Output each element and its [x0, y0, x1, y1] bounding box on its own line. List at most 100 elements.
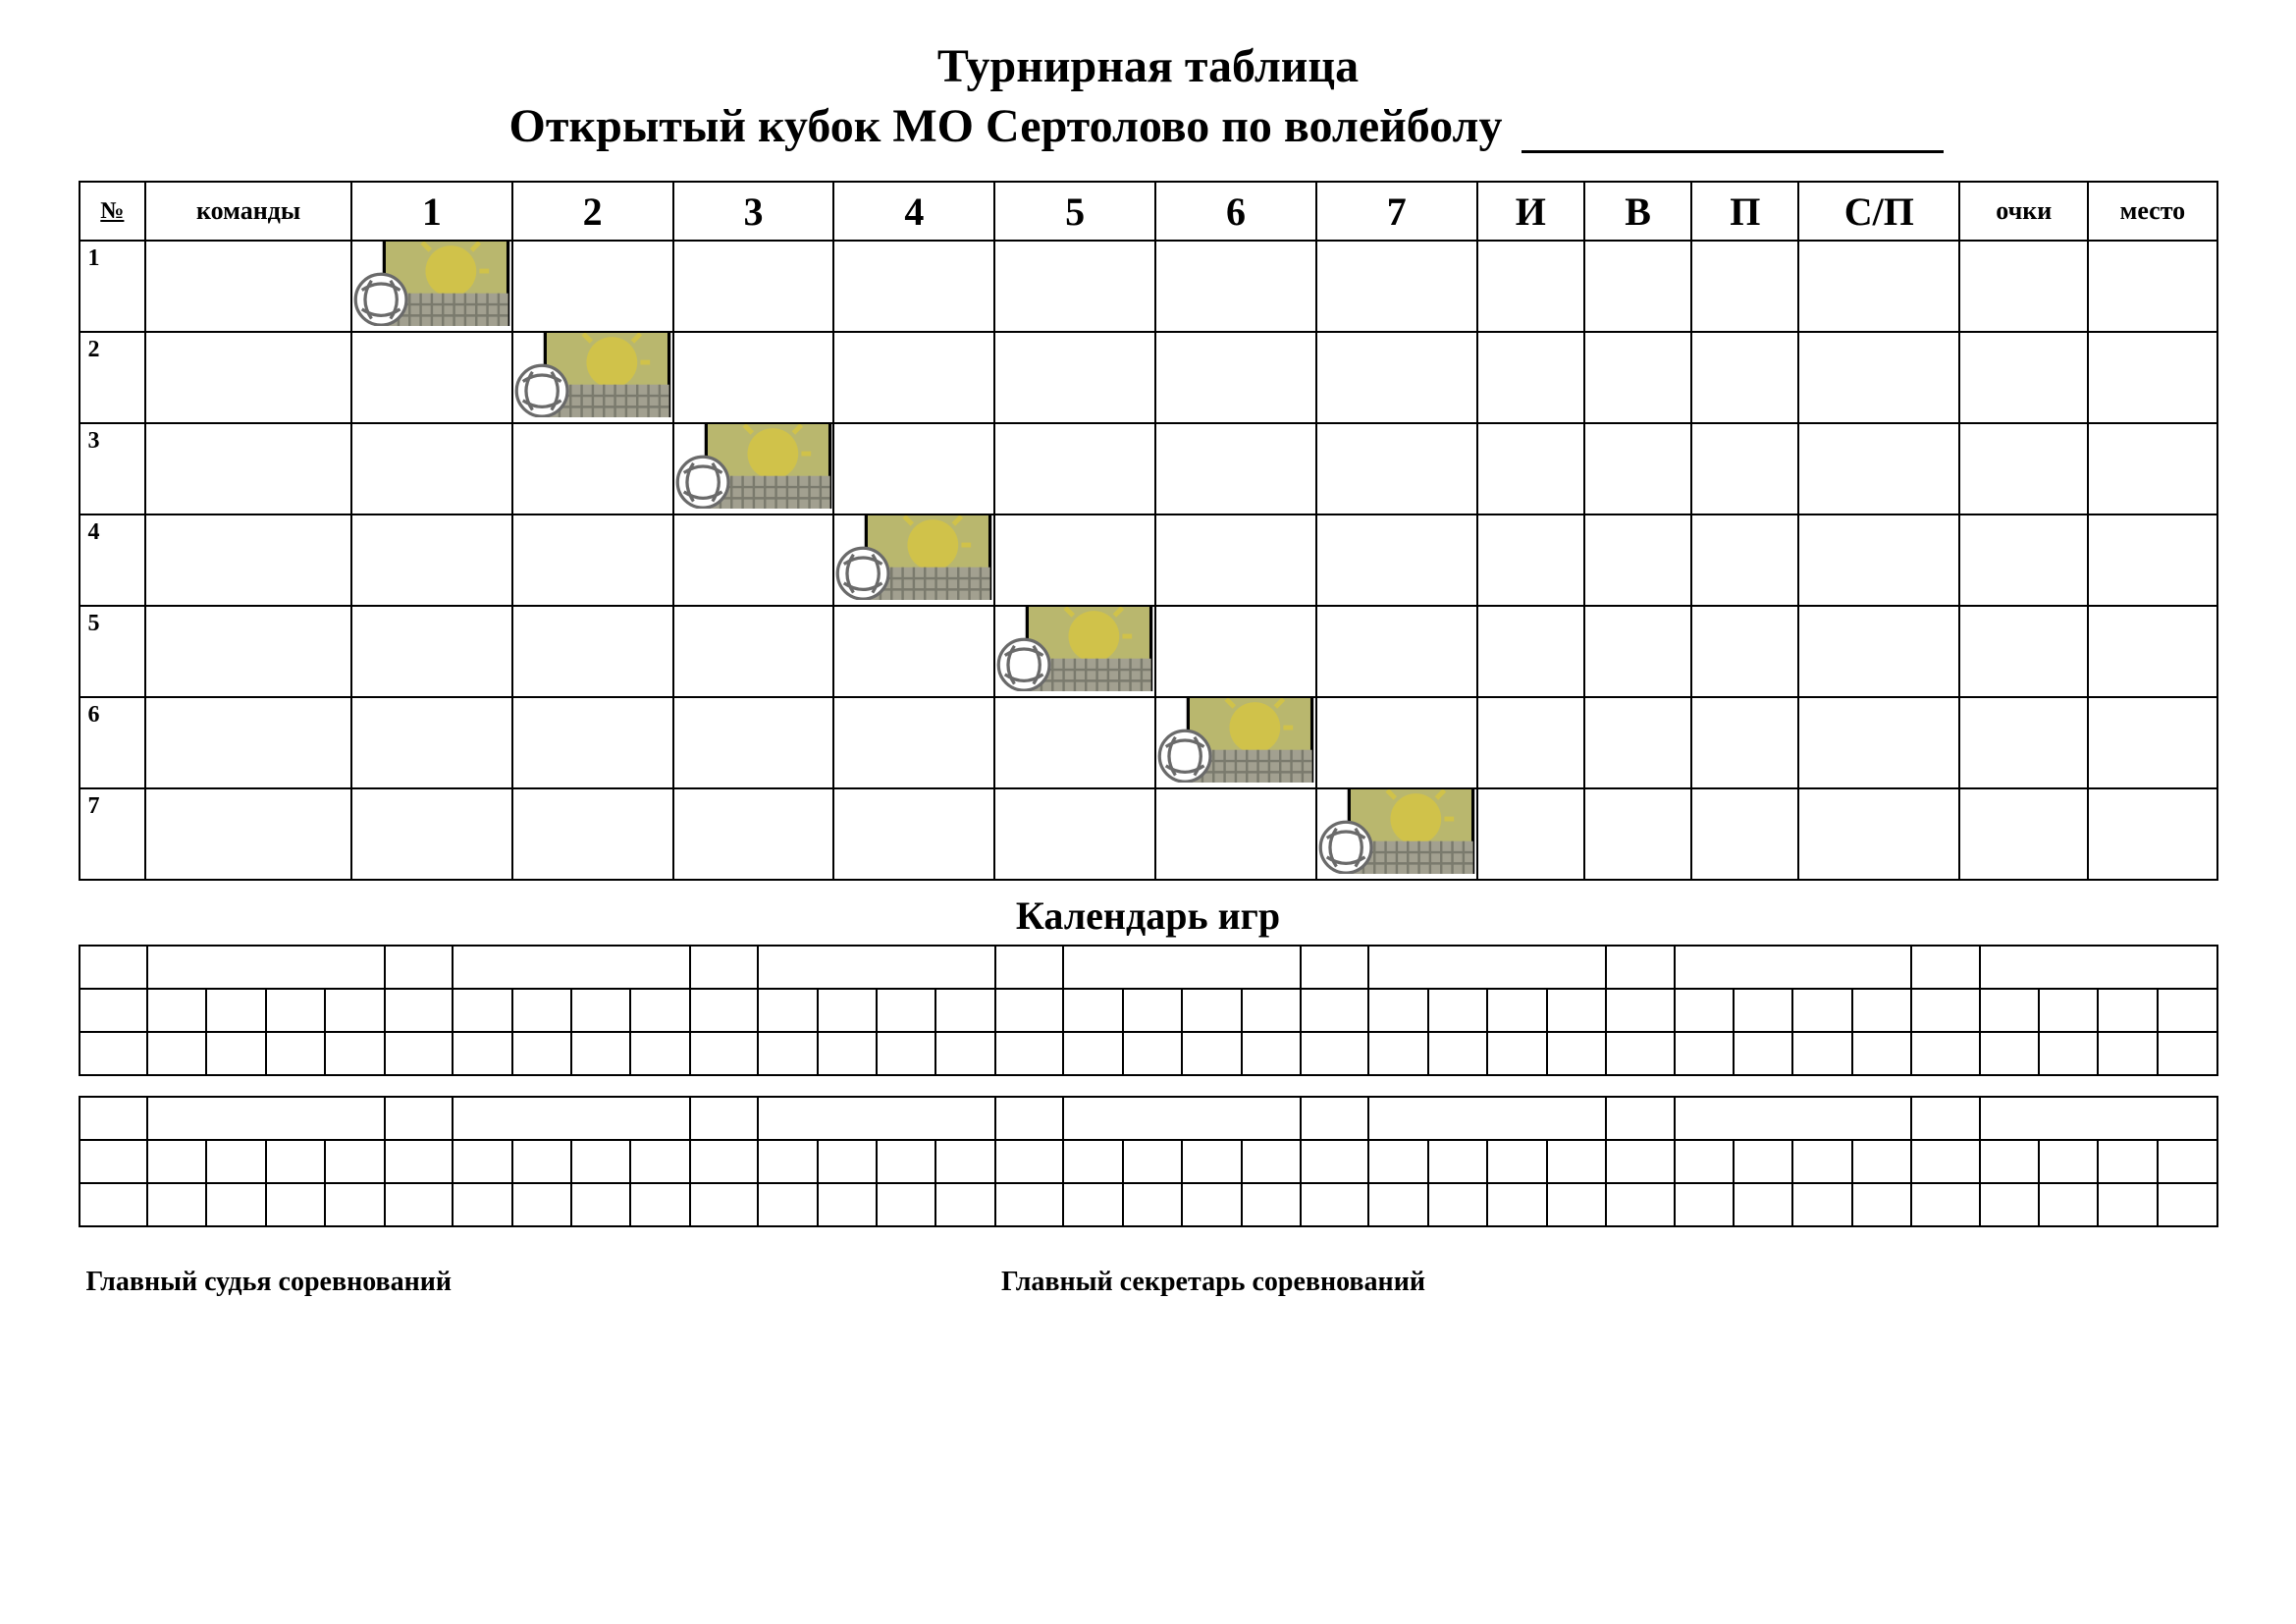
cal-cell-1-1-1-0	[147, 1140, 206, 1183]
cal-cell-1-2-1-0	[147, 1183, 206, 1226]
cal-cell-0-2-3-2	[571, 1032, 630, 1075]
cal-cell-1-2-1-1	[206, 1183, 265, 1226]
stat-cell-3-3	[1798, 423, 1959, 514]
cal-cell-1-2-7-1	[1123, 1183, 1182, 1226]
cal-cell-1-2-10-n	[1606, 1183, 1675, 1226]
cal-cell-1-1-1-3	[325, 1140, 384, 1183]
cal-cell-0-2-11-3	[1852, 1032, 1911, 1075]
signature-secretary: Главный секретарь соревнований	[1001, 1267, 1425, 1298]
score-cell-2-3	[673, 332, 834, 423]
cal-cell-1-1-6-n	[995, 1140, 1064, 1183]
stat-cell-5-4	[1959, 606, 2088, 697]
cal-cell-1-1-7-3	[1242, 1140, 1301, 1183]
cal-cell-0-1-9-2	[1487, 989, 1546, 1032]
cal-cell-0-1-13-1	[2039, 989, 2098, 1032]
diag-cell-2	[512, 332, 673, 423]
cal-cell-0-1-5-1	[818, 989, 877, 1032]
cal-cell-1-2-6-n	[995, 1183, 1064, 1226]
score-cell-4-3	[673, 514, 834, 606]
cal-cell-0-2-5-0	[758, 1032, 817, 1075]
cal-cell-1-2-11-1	[1734, 1183, 1792, 1226]
stat-cell-1-0	[1477, 241, 1584, 332]
cal-cell-0-1-13-2	[2098, 989, 2157, 1032]
stat-cell-2-4	[1959, 332, 2088, 423]
cal-cell-0-2-3-3	[630, 1032, 689, 1075]
team-name-cell-1	[145, 241, 351, 332]
cal-cell-1-2-7-2	[1182, 1183, 1241, 1226]
stat-cell-4-5	[2088, 514, 2216, 606]
stat-cell-5-3	[1798, 606, 1959, 697]
cal-cell-1-1-7-1	[1123, 1140, 1182, 1183]
score-cell-7-2	[512, 788, 673, 880]
score-cell-3-4	[833, 423, 994, 514]
cal-cell-0-2-7-0	[1063, 1032, 1122, 1075]
score-cell-1-3	[673, 241, 834, 332]
cal-cell-0-0-6-n	[995, 946, 1064, 989]
cal-cell-1-1-0-n	[80, 1140, 148, 1183]
score-cell-3-7	[1316, 423, 1477, 514]
stat-cell-7-0	[1477, 788, 1584, 880]
calendar-block-1	[79, 945, 2218, 1076]
cal-cell-1-2-5-0	[758, 1183, 817, 1226]
cal-cell-1-0-1-w	[147, 1097, 385, 1140]
cal-cell-1-1-3-0	[453, 1140, 511, 1183]
stat-cell-4-1	[1584, 514, 1691, 606]
cal-cell-0-1-13-0	[1980, 989, 2039, 1032]
stat-cell-6-4	[1959, 697, 2088, 788]
cal-cell-0-2-1-2	[266, 1032, 325, 1075]
cal-cell-0-1-13-3	[2158, 989, 2217, 1032]
col-header-stat-0: И	[1477, 182, 1584, 241]
col-header-opp-4: 4	[833, 182, 994, 241]
cal-cell-0-1-12-n	[1911, 989, 1980, 1032]
col-header-stat-3: С/П	[1798, 182, 1959, 241]
stat-cell-3-1	[1584, 423, 1691, 514]
cal-cell-1-2-13-2	[2098, 1183, 2157, 1226]
stat-cell-5-1	[1584, 606, 1691, 697]
cal-cell-1-0-4-n	[690, 1097, 759, 1140]
cal-cell-0-0-4-n	[690, 946, 759, 989]
cal-cell-1-1-7-0	[1063, 1140, 1122, 1183]
cal-cell-0-1-1-2	[266, 989, 325, 1032]
cal-cell-1-2-3-2	[571, 1183, 630, 1226]
cal-cell-1-1-8-n	[1301, 1140, 1369, 1183]
score-cell-3-1	[351, 423, 512, 514]
diag-cell-1	[351, 241, 512, 332]
cal-cell-1-1-13-2	[2098, 1140, 2157, 1183]
stat-cell-7-3	[1798, 788, 1959, 880]
cal-cell-1-0-13-w	[1980, 1097, 2217, 1140]
cal-cell-0-1-7-0	[1063, 989, 1122, 1032]
cal-cell-1-2-8-n	[1301, 1183, 1369, 1226]
col-header-num: №	[80, 182, 146, 241]
col-header-opp-1: 1	[351, 182, 512, 241]
row-num-2: 2	[80, 332, 146, 423]
cal-cell-0-2-2-n	[385, 1032, 454, 1075]
col-header-opp-6: 6	[1155, 182, 1316, 241]
cal-cell-1-2-11-3	[1852, 1183, 1911, 1226]
cal-cell-0-2-6-n	[995, 1032, 1064, 1075]
cal-cell-0-1-3-3	[630, 989, 689, 1032]
cal-cell-0-1-1-3	[325, 989, 384, 1032]
cal-cell-0-1-5-2	[877, 989, 935, 1032]
score-cell-2-7	[1316, 332, 1477, 423]
cal-cell-1-1-9-0	[1368, 1140, 1427, 1183]
cal-cell-1-1-11-2	[1792, 1140, 1851, 1183]
score-cell-1-5	[994, 241, 1155, 332]
cal-cell-1-2-0-n	[80, 1183, 148, 1226]
cal-cell-0-1-9-1	[1428, 989, 1487, 1032]
cal-cell-1-1-9-1	[1428, 1140, 1487, 1183]
cal-cell-0-0-12-n	[1911, 946, 1980, 989]
col-header-opp-5: 5	[994, 182, 1155, 241]
col-header-stat-4: очки	[1959, 182, 2088, 241]
cal-cell-0-1-1-1	[206, 989, 265, 1032]
cal-cell-1-0-10-n	[1606, 1097, 1675, 1140]
cal-cell-1-1-3-3	[630, 1140, 689, 1183]
score-cell-2-4	[833, 332, 994, 423]
cal-cell-0-0-3-w	[453, 946, 690, 989]
stat-cell-1-1	[1584, 241, 1691, 332]
score-cell-1-4	[833, 241, 994, 332]
cal-cell-0-1-11-1	[1734, 989, 1792, 1032]
cal-cell-1-1-11-0	[1675, 1140, 1734, 1183]
score-cell-4-7	[1316, 514, 1477, 606]
team-name-cell-2	[145, 332, 351, 423]
cal-cell-0-2-1-0	[147, 1032, 206, 1075]
